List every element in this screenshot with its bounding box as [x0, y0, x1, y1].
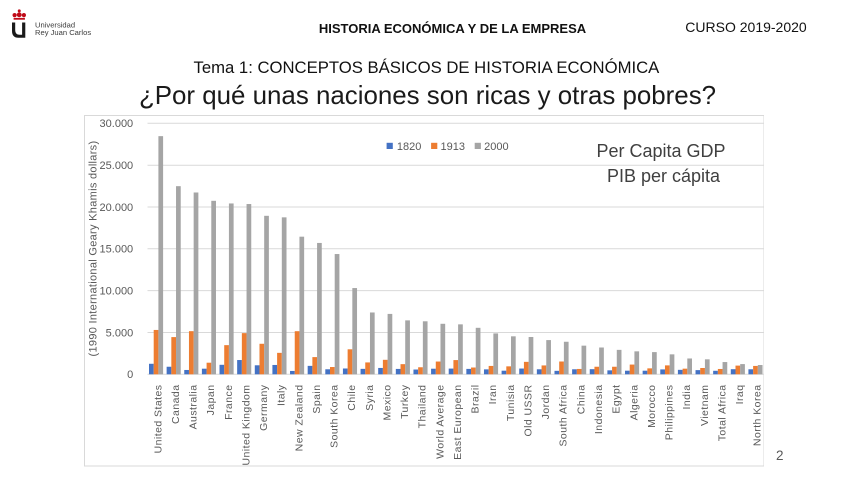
- svg-text:Philippines: Philippines: [663, 385, 675, 441]
- svg-text:Indonesia: Indonesia: [593, 385, 605, 435]
- svg-text:(1990 International Geary Kham: (1990 International Geary Khamis dollars…: [87, 141, 99, 357]
- svg-text:World Average: World Average: [434, 385, 446, 459]
- svg-text:New Zealand: New Zealand: [293, 385, 305, 452]
- svg-text:Italy: Italy: [275, 384, 287, 406]
- svg-text:Thailand: Thailand: [416, 385, 428, 429]
- svg-text:1913: 1913: [440, 141, 464, 153]
- svg-text:Syria: Syria: [363, 385, 375, 411]
- svg-text:North Korea: North Korea: [751, 385, 763, 447]
- svg-text:30.000: 30.000: [99, 118, 133, 130]
- svg-text:Iran: Iran: [487, 385, 499, 405]
- svg-text:Canada: Canada: [169, 385, 181, 424]
- svg-text:Australia: Australia: [187, 385, 199, 430]
- svg-text:2000: 2000: [484, 141, 508, 153]
- svg-text:Jordan: Jordan: [540, 385, 552, 420]
- svg-text:France: France: [222, 385, 234, 420]
- svg-text:South Africa: South Africa: [557, 385, 569, 447]
- svg-text:Algeria: Algeria: [628, 385, 640, 421]
- svg-text:Brazil: Brazil: [469, 385, 481, 414]
- svg-text:Old USSR: Old USSR: [522, 385, 534, 437]
- svg-text:India: India: [681, 385, 693, 410]
- svg-text:United Kingdom: United Kingdom: [240, 385, 252, 466]
- svg-text:Morocco: Morocco: [645, 385, 657, 428]
- svg-text:Per Capita GDP: Per Capita GDP: [596, 141, 725, 161]
- svg-text:PIB per cápita: PIB per cápita: [606, 166, 720, 186]
- svg-text:10.000: 10.000: [99, 285, 133, 297]
- svg-text:Japan: Japan: [205, 385, 217, 416]
- svg-text:20.000: 20.000: [99, 202, 133, 214]
- svg-text:East European: East European: [451, 385, 463, 460]
- svg-text:Tunisia: Tunisia: [504, 385, 516, 422]
- svg-text:Rey Juan Carlos: Rey Juan Carlos: [35, 28, 91, 37]
- svg-text:South Korea: South Korea: [328, 385, 340, 448]
- svg-text:Universidad: Universidad: [35, 21, 75, 30]
- svg-text:1820: 1820: [396, 141, 420, 153]
- svg-text:Spain: Spain: [310, 385, 322, 414]
- svg-text:United States: United States: [152, 385, 164, 454]
- svg-text:5.000: 5.000: [105, 327, 133, 339]
- svg-text:Vietnam: Vietnam: [698, 385, 710, 426]
- svg-text:25.000: 25.000: [99, 160, 133, 172]
- svg-text:Egypt: Egypt: [610, 385, 622, 414]
- svg-text:Iraq: Iraq: [734, 385, 746, 405]
- svg-text:China: China: [575, 385, 587, 415]
- svg-text:Chile: Chile: [346, 385, 358, 411]
- svg-text:15.000: 15.000: [99, 244, 133, 256]
- svg-text:Mexico: Mexico: [381, 385, 393, 421]
- svg-text:Turkey: Turkey: [399, 384, 411, 419]
- svg-text:Germany: Germany: [258, 384, 270, 431]
- svg-text:0: 0: [127, 369, 133, 381]
- svg-text:Total Africa: Total Africa: [716, 385, 728, 442]
